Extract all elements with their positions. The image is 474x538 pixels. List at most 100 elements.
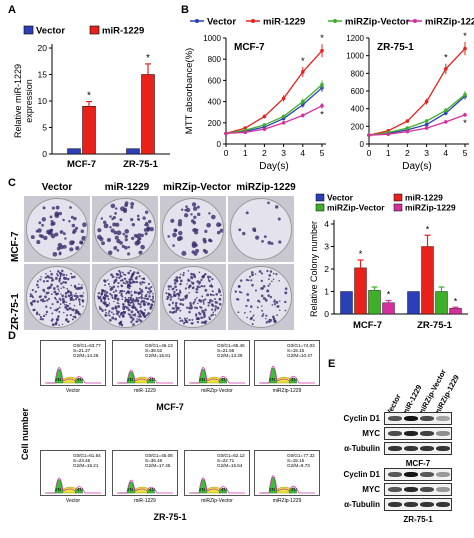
colony	[131, 272, 135, 276]
flow-caption: miRZip-1229	[272, 388, 302, 394]
colony	[173, 282, 177, 285]
colony	[39, 315, 43, 319]
colony	[55, 318, 58, 321]
colony	[210, 283, 213, 286]
colony	[132, 303, 135, 306]
colony	[41, 299, 45, 303]
colony	[71, 308, 75, 312]
colony	[179, 273, 182, 276]
colony	[267, 201, 270, 205]
y-tick-label: 0	[42, 149, 47, 159]
bar	[141, 74, 155, 155]
y-tick-label: 0	[360, 140, 365, 149]
colony	[138, 250, 143, 255]
colony	[198, 271, 201, 274]
colony	[58, 211, 63, 216]
colony	[198, 286, 201, 289]
blot-strip	[384, 442, 452, 455]
flow-caption: Vector	[65, 498, 81, 504]
colony	[70, 272, 73, 275]
colony	[149, 290, 152, 292]
colony	[64, 306, 66, 309]
blot-band	[420, 446, 434, 451]
colony	[123, 207, 128, 212]
colony	[119, 218, 123, 222]
significance-mark: *	[387, 290, 391, 300]
colony	[111, 296, 114, 298]
colony	[192, 221, 197, 225]
blot-protein-label: MYC	[362, 485, 380, 494]
x-tick-label: 2	[405, 148, 410, 158]
colony	[203, 285, 206, 287]
colony	[200, 307, 202, 309]
colony	[204, 288, 208, 292]
y-tick-label: 800	[351, 69, 365, 78]
colony	[127, 284, 129, 287]
colony	[52, 287, 56, 290]
colony	[102, 295, 105, 298]
colony	[265, 321, 269, 324]
colony	[36, 283, 39, 287]
blot-band	[404, 446, 418, 451]
colony	[268, 318, 271, 321]
colony-dots	[97, 269, 155, 327]
data-point	[281, 96, 286, 101]
colony	[54, 297, 57, 300]
colony	[124, 282, 127, 285]
y-tick-label: 1	[324, 287, 329, 297]
colony	[127, 245, 131, 249]
colony	[36, 240, 41, 245]
flow-stat-line: G2/M=13.39	[217, 353, 243, 358]
colony	[62, 299, 66, 303]
colony	[206, 293, 210, 297]
colony	[126, 252, 131, 256]
peak-label-4n: 4N	[149, 377, 156, 383]
colony	[125, 298, 128, 300]
colony	[135, 309, 138, 312]
colony	[131, 314, 134, 316]
colony	[262, 296, 266, 300]
colony-dish	[162, 198, 224, 260]
colony	[78, 283, 80, 285]
colony	[137, 302, 140, 305]
colony	[129, 269, 132, 272]
flow-histogram-plot: 2N 4N	[259, 365, 315, 384]
peak-label-2n: 2N	[55, 377, 62, 383]
colony	[71, 318, 74, 321]
colony	[58, 310, 61, 313]
colony	[82, 292, 85, 294]
colony	[258, 301, 261, 303]
colony	[194, 298, 197, 301]
colony	[192, 302, 195, 305]
colony	[148, 302, 151, 305]
colony	[50, 293, 53, 296]
colony	[269, 283, 271, 285]
colony	[266, 269, 269, 273]
flow-ylabel: Cell number	[20, 407, 30, 460]
colony	[207, 275, 210, 279]
data-point	[463, 113, 467, 117]
colony	[73, 299, 76, 301]
series-line	[368, 95, 466, 136]
flow-histogram: 2N 4N G0/G1=62.12 S=22.71 G2/M=15.54	[184, 450, 250, 496]
y-tick-label: 1000	[203, 34, 221, 43]
colony	[209, 318, 211, 321]
blot-strip	[384, 427, 452, 440]
colony	[126, 299, 130, 303]
colony	[34, 290, 37, 293]
bar	[435, 291, 448, 315]
colony	[111, 275, 115, 279]
data-point	[224, 131, 228, 136]
colony	[209, 299, 213, 303]
colony-dish	[26, 198, 88, 260]
colony	[181, 303, 185, 306]
panel-b-legend: Vector miR-1229 miRZip-Vector miRZip-1229	[190, 17, 474, 28]
colony	[144, 297, 147, 300]
flow-caption: miR-1229	[134, 498, 156, 504]
colony	[200, 316, 203, 320]
colony	[43, 235, 48, 241]
panel-b-mcf7-line-chart: 0 200 400 600 800 1000 0 1 2 3 4 5 Day(s) MTT absorba…	[184, 33, 326, 172]
peak-label-4n: 4N	[221, 487, 228, 493]
g2-peak	[74, 487, 84, 494]
legend-swatch	[315, 193, 325, 202]
